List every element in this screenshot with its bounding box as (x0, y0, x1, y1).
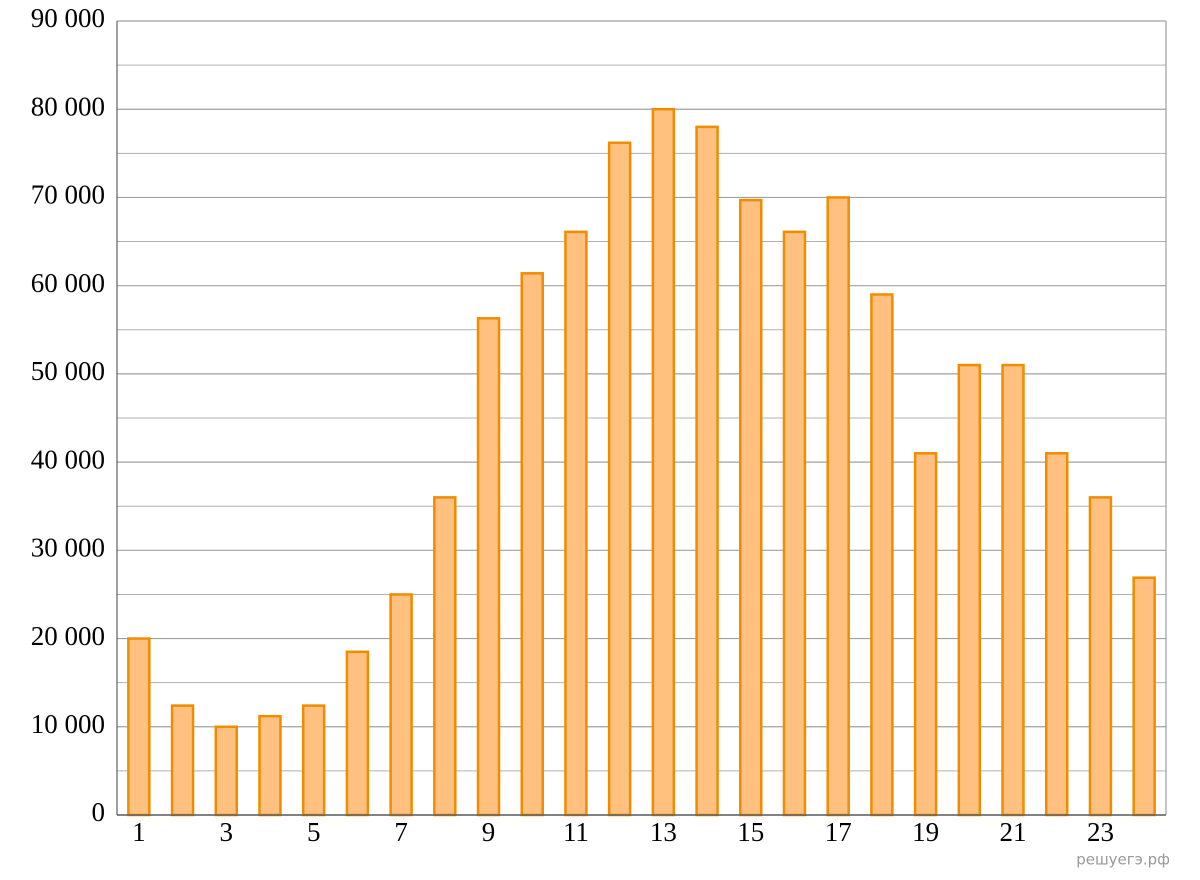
y-tick-label: 50 000 (31, 356, 105, 386)
bar (913, 452, 938, 817)
bar (301, 704, 326, 817)
y-tick-label: 90 000 (31, 3, 105, 33)
x-tick-label: 7 (394, 817, 408, 847)
y-tick-label: 40 000 (31, 444, 105, 474)
bar (520, 272, 544, 817)
x-tick-label: 21 (1000, 817, 1027, 847)
x-tick-label: 1 (132, 817, 146, 847)
y-tick-label: 30 000 (31, 533, 105, 563)
bar (476, 317, 501, 817)
x-tick-label: 11 (563, 817, 589, 847)
bar (651, 107, 676, 817)
x-tick-label: 5 (307, 817, 321, 847)
x-tick-label: 23 (1087, 817, 1114, 847)
bar (826, 196, 850, 817)
watermark: решуегэ.рф (1076, 851, 1170, 869)
bar (127, 637, 151, 817)
y-tick-label: 60 000 (31, 268, 105, 298)
y-tick-label: 70 000 (31, 180, 105, 210)
bar (1044, 452, 1069, 817)
y-tick-label: 80 000 (31, 91, 105, 121)
bar (214, 725, 239, 817)
bar (433, 496, 457, 817)
bar (170, 704, 195, 817)
bar (782, 230, 807, 817)
bar (389, 593, 413, 817)
x-tick-label: 19 (912, 817, 939, 847)
x-tick-label: 15 (737, 817, 764, 847)
bar (739, 198, 763, 817)
bar (345, 650, 370, 817)
bar (258, 714, 282, 817)
y-tick-label: 0 (92, 797, 106, 827)
bar (957, 363, 982, 817)
x-tick-label: 9 (482, 817, 496, 847)
x-tick-label: 17 (825, 817, 852, 847)
bar (870, 293, 894, 817)
y-tick-label: 10 000 (31, 709, 105, 739)
bar (564, 230, 588, 817)
y-tick-label: 20 000 (31, 621, 105, 651)
x-tick-label: 13 (650, 817, 677, 847)
bar (1001, 363, 1025, 817)
bar (607, 141, 632, 817)
bar (1088, 496, 1113, 817)
x-tick-label: 3 (220, 817, 234, 847)
bar (695, 125, 719, 817)
bar (1132, 576, 1156, 817)
